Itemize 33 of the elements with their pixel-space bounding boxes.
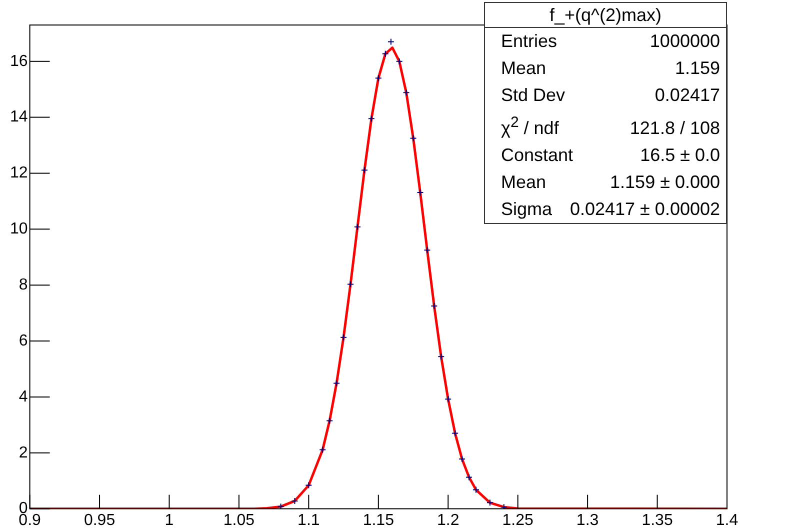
annotation: Mean — [501, 57, 546, 80]
x-tick-label: 1.1 — [298, 512, 320, 529]
x-tick-label: 1.25 — [502, 512, 534, 529]
x-tick-label: 1.35 — [642, 512, 673, 529]
y-tick-label: 16 — [10, 52, 28, 70]
y-tick-label: 8 — [18, 276, 28, 294]
annotation: 0.02417 — [654, 84, 720, 107]
annotation: 16.5 ± 0.0 — [640, 144, 720, 167]
annotation: Constant — [501, 144, 574, 167]
annotation: Entries — [501, 30, 558, 53]
x-tick-label: 0.95 — [84, 512, 116, 529]
annotation: Mean — [501, 171, 546, 194]
annotation: 0.02417 ± 0.00002 — [570, 198, 720, 221]
y-tick-label: 10 — [10, 220, 28, 238]
annotation: Std Dev — [501, 84, 566, 107]
annotation: χ$^{2}$ / ndf — [501, 113, 559, 140]
y-tick-label: 6 — [18, 332, 28, 350]
y-tick-label: 4 — [18, 388, 28, 406]
annotation: 1.159 — [674, 57, 720, 80]
x-tick-label: 1.4 — [716, 512, 738, 529]
annotation: 121.8 / 108 — [630, 117, 720, 140]
annotation: 1000000 — [650, 30, 720, 53]
chart-title: f_+(q^(2)max) — [485, 3, 726, 28]
y-tick-label: 14 — [10, 108, 28, 126]
x-tick-label: 1.05 — [223, 512, 255, 529]
y-tick-label: 12 — [10, 164, 28, 182]
annotation: 1.159 ± 0.000 — [610, 171, 720, 194]
annotation: Sigma — [501, 198, 552, 221]
x-tick-label: 1 — [164, 512, 174, 529]
x-tick-label: 1.15 — [362, 512, 394, 529]
y-tick-label: 2 — [18, 444, 28, 462]
x-tick-label: 1.3 — [576, 512, 599, 529]
x-tick-label: 1.2 — [436, 512, 460, 529]
